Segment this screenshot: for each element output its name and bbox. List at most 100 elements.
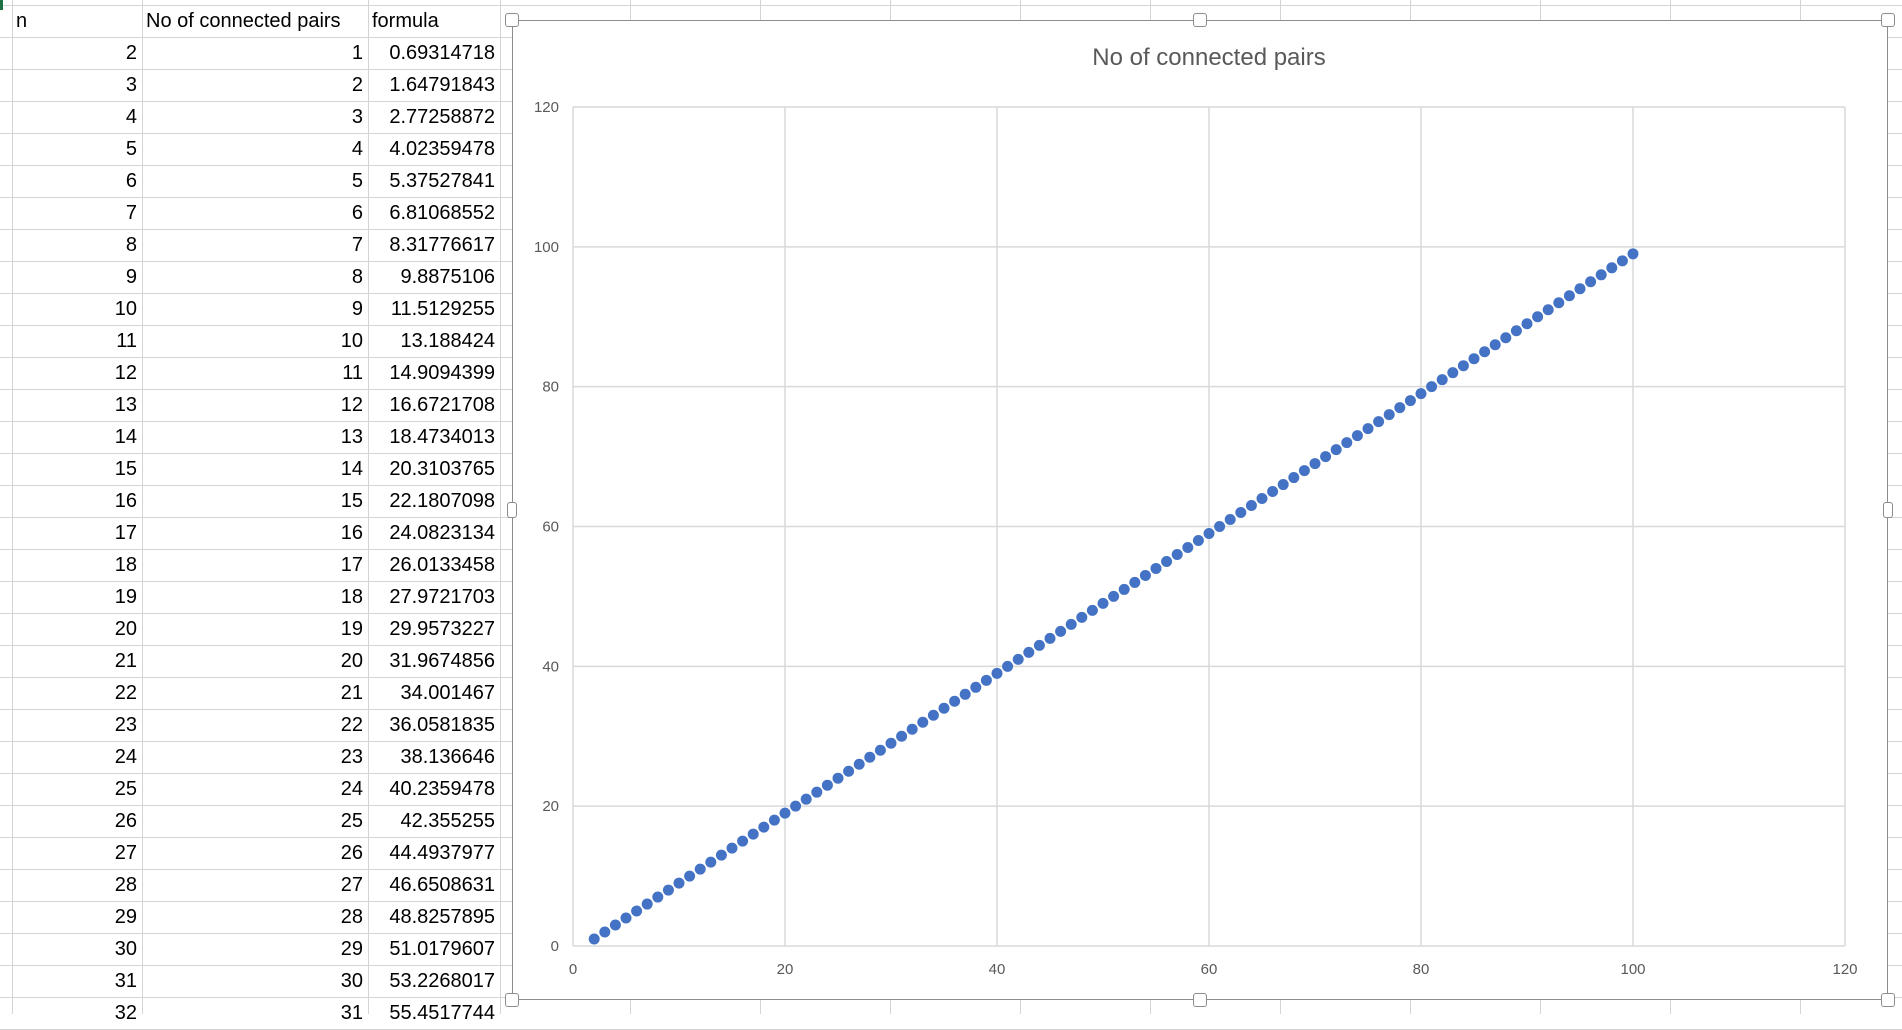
table-cell[interactable]: 5.37527841: [389, 170, 495, 192]
table-cell[interactable]: 15: [114, 458, 137, 480]
table-cell[interactable]: 16: [340, 522, 363, 544]
table-cell[interactable]: 2: [351, 74, 363, 96]
table-cell[interactable]: 14: [114, 426, 137, 448]
table-cell[interactable]: 8: [351, 266, 363, 288]
resize-handle[interactable]: [1193, 13, 1207, 27]
table-cell[interactable]: 6: [125, 170, 137, 192]
table-cell[interactable]: 26: [114, 810, 137, 832]
table-cell[interactable]: 30: [114, 938, 137, 960]
table-cell[interactable]: 20: [340, 650, 363, 672]
table-cell[interactable]: 24.0823134: [389, 522, 495, 544]
table-cell[interactable]: 19: [340, 618, 363, 640]
table-cell[interactable]: 27.9721703: [389, 586, 495, 608]
table-cell[interactable]: 32: [114, 1002, 137, 1024]
table-cell[interactable]: 11.5129255: [390, 298, 495, 320]
chart-object[interactable]: No of connected pairs 0 20 40 60 80 100 120 0 20 4…: [505, 13, 1895, 1007]
header-cell[interactable]: formula: [372, 10, 439, 32]
table-cell[interactable]: 5: [125, 138, 137, 160]
resize-handle[interactable]: [507, 502, 517, 518]
table-cell[interactable]: 34.001467: [400, 682, 495, 704]
table-cell[interactable]: 29: [114, 906, 137, 928]
table-cell[interactable]: 5: [351, 170, 363, 192]
table-cell[interactable]: 12: [114, 362, 137, 384]
table-cell[interactable]: 0.69314718: [389, 42, 495, 64]
table-cell[interactable]: 7: [351, 234, 363, 256]
resize-handle[interactable]: [1881, 993, 1895, 1007]
table-cell[interactable]: 22.1807098: [389, 490, 495, 512]
table-cell[interactable]: 29: [340, 938, 363, 960]
table-cell[interactable]: 2.77258872: [389, 106, 495, 128]
table-cell[interactable]: 10: [114, 298, 137, 320]
table-cell[interactable]: 42.355255: [400, 810, 495, 832]
table-cell[interactable]: 11: [116, 330, 137, 352]
table-cell[interactable]: 18: [340, 586, 363, 608]
table-cell[interactable]: 26.0133458: [389, 554, 495, 576]
table-cell[interactable]: 16: [114, 490, 137, 512]
table-cell[interactable]: 8: [125, 234, 137, 256]
table-cell[interactable]: 4.02359478: [389, 138, 495, 160]
table-cell[interactable]: 6.81068552: [389, 202, 495, 224]
table-cell[interactable]: 3: [125, 74, 137, 96]
resize-handle[interactable]: [1883, 502, 1893, 518]
table-cell[interactable]: 25: [114, 778, 137, 800]
table-cell[interactable]: 22: [340, 714, 363, 736]
table-cell[interactable]: 38.136646: [400, 746, 495, 768]
table-cell[interactable]: 20.3103765: [389, 458, 495, 480]
table-cell[interactable]: 28: [114, 874, 137, 896]
table-cell[interactable]: 30: [340, 970, 363, 992]
table-cell[interactable]: 9.8875106: [400, 266, 495, 288]
table-cell[interactable]: 28: [340, 906, 363, 928]
table-cell[interactable]: 24: [340, 778, 363, 800]
table-cell[interactable]: 18: [114, 554, 137, 576]
table-cell[interactable]: 2: [125, 42, 137, 64]
table-cell[interactable]: 36.0581835: [389, 714, 495, 736]
resize-handle[interactable]: [505, 993, 519, 1007]
table-cell[interactable]: 51.0179607: [389, 938, 495, 960]
resize-handle[interactable]: [1193, 993, 1207, 1007]
table-cell[interactable]: 29.9573227: [389, 618, 495, 640]
table-cell[interactable]: 53.2268017: [389, 970, 495, 992]
table-cell[interactable]: 27: [114, 842, 137, 864]
table-cell[interactable]: 23: [114, 714, 137, 736]
header-cell[interactable]: n: [16, 10, 28, 32]
table-cell[interactable]: 46.6508631: [389, 874, 495, 896]
table-cell[interactable]: 21: [114, 650, 137, 672]
table-cell[interactable]: 1.64791843: [389, 74, 495, 96]
table-cell[interactable]: 11: [342, 362, 363, 384]
resize-handle[interactable]: [1881, 13, 1895, 27]
table-cell[interactable]: 25: [340, 810, 363, 832]
table-cell[interactable]: 31: [114, 970, 137, 992]
table-cell[interactable]: 8.31776617: [389, 234, 495, 256]
table-cell[interactable]: 3: [351, 106, 363, 128]
table-cell[interactable]: 6: [351, 202, 363, 224]
header-cell[interactable]: No of connected pairs: [146, 10, 341, 32]
table-cell[interactable]: 17: [340, 554, 363, 576]
table-cell[interactable]: 44.4937977: [389, 842, 495, 864]
table-cell[interactable]: 24: [114, 746, 137, 768]
table-cell[interactable]: 4: [351, 138, 363, 160]
table-cell[interactable]: 4: [125, 106, 137, 128]
table-cell[interactable]: 13: [340, 426, 363, 448]
table-cell[interactable]: 55.4517744: [389, 1002, 495, 1024]
table-cell[interactable]: 16.6721708: [389, 394, 495, 416]
table-cell[interactable]: 19: [114, 586, 137, 608]
table-cell[interactable]: 9: [125, 266, 137, 288]
table-cell[interactable]: 48.8257895: [389, 906, 495, 928]
table-cell[interactable]: 21: [340, 682, 363, 704]
table-cell[interactable]: 23: [340, 746, 363, 768]
table-cell[interactable]: 27: [340, 874, 363, 896]
table-cell[interactable]: 20: [114, 618, 137, 640]
resize-handle[interactable]: [505, 13, 519, 27]
table-cell[interactable]: 7: [125, 202, 137, 224]
table-cell[interactable]: 14: [340, 458, 363, 480]
table-cell[interactable]: 10: [340, 330, 363, 352]
table-cell[interactable]: 22: [114, 682, 137, 704]
table-cell[interactable]: 9: [351, 298, 363, 320]
table-cell[interactable]: 1: [351, 42, 363, 64]
table-cell[interactable]: 13: [114, 394, 137, 416]
table-cell[interactable]: 14.9094399: [389, 362, 495, 384]
table-cell[interactable]: 12: [340, 394, 363, 416]
table-cell[interactable]: 31: [340, 1002, 363, 1024]
table-cell[interactable]: 40.2359478: [389, 778, 495, 800]
table-cell[interactable]: 13.188424: [400, 330, 495, 352]
